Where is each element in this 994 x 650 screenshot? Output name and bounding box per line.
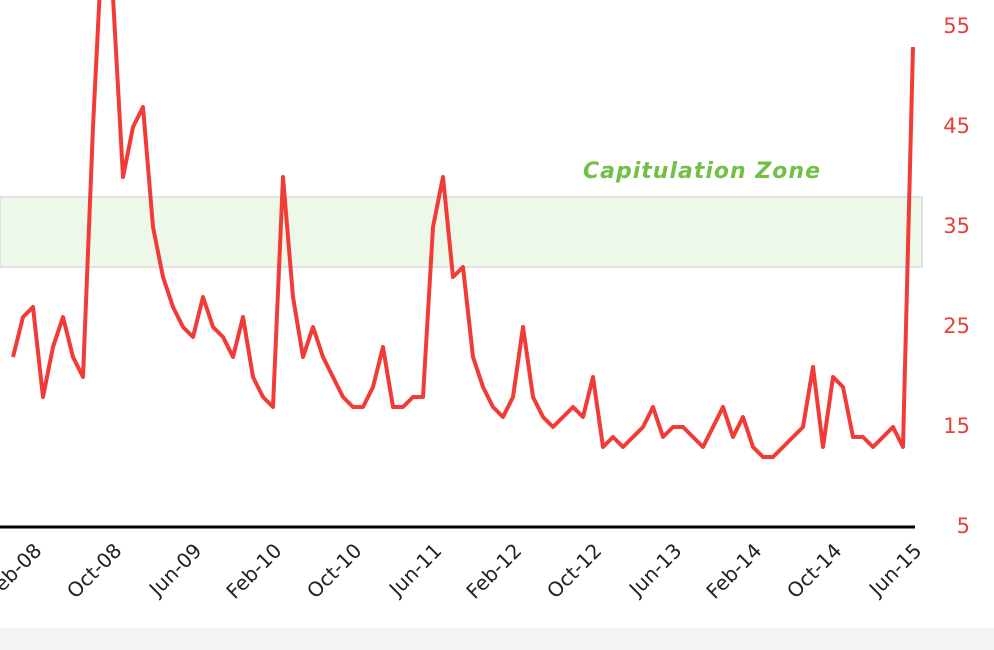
x-tick-label: Jun-11 [383,538,447,602]
y-tick-label: 15 [943,414,970,438]
plot-area [11,0,915,459]
y-tick-label: 35 [943,214,970,238]
x-tick-label: Jun-15 [863,538,927,602]
x-tick-label: Feb-14 [701,538,766,603]
x-tick-label: Jun-09 [143,538,207,602]
bottom-bar [0,628,994,650]
y-tick-label: 5 [957,514,970,538]
y-tick-label: 25 [943,314,970,338]
x-tick-label: Feb-10 [221,538,286,603]
x-tick-label: Oct-10 [302,538,367,603]
x-tick-label: Oct-08 [62,538,127,603]
capitulation-zone [0,196,923,268]
x-tick-label: Oct-12 [542,538,607,603]
y-tick-label: 45 [943,114,970,138]
y-tick-label: 55 [943,14,970,38]
x-tick-label: Oct-14 [782,538,847,603]
zone-label: Capitulation Zone [583,159,821,184]
x-tick-label: Feb-12 [461,538,526,603]
series-line [11,0,915,459]
x-tick-label: Jun-13 [623,538,687,602]
x-tick-label: Feb-08 [0,538,46,603]
